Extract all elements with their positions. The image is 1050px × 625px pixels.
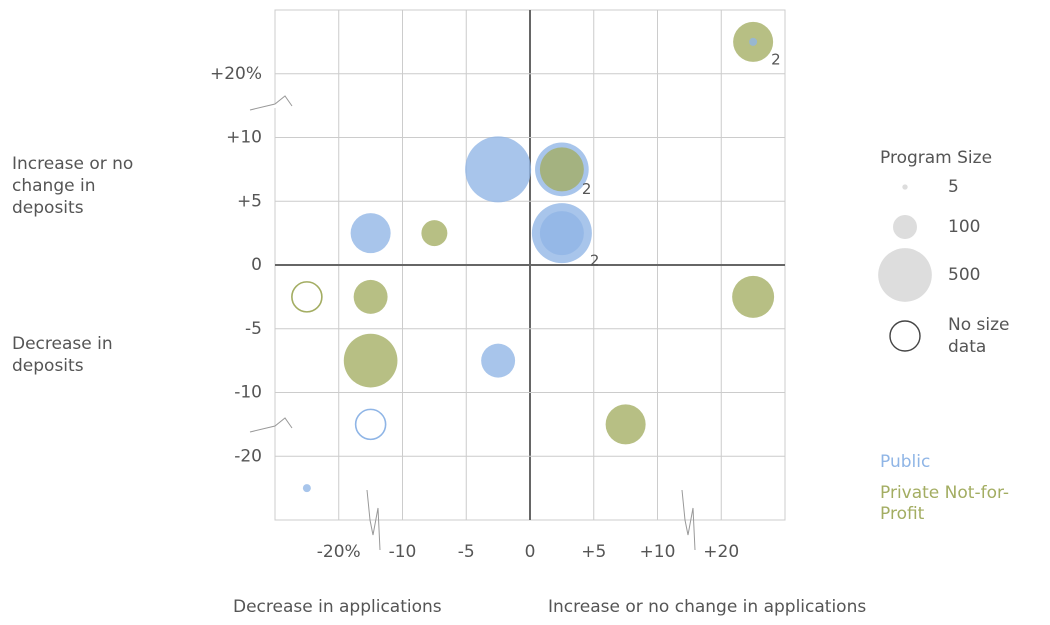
size-legend-mark [893, 215, 917, 239]
size-legend-mark [902, 184, 908, 190]
x-axis-label: Increase or no change in applications [548, 597, 867, 617]
y-tick-label: +5 [237, 191, 262, 211]
x-tick-label: 0 [525, 542, 536, 562]
y-tick-label: +10 [226, 128, 262, 148]
size-legend-mark [889, 320, 921, 352]
bubble [465, 136, 532, 203]
y-tick-label: 0 [251, 255, 262, 275]
size-legend-label: 100 [948, 217, 980, 237]
bubble [732, 275, 775, 318]
legend-entry: Public [880, 452, 931, 472]
legend-entry: Private Not-for-Profit [880, 483, 1010, 524]
x-tick-label: +5 [581, 542, 606, 562]
size-legend-title: Program Size [880, 148, 993, 168]
bubble [353, 279, 388, 314]
x-tick-label: -10 [389, 542, 417, 562]
x-axis-label: Decrease in applications [233, 597, 442, 617]
axis-breaks [249, 95, 696, 551]
x-tick-label: -20% [317, 542, 361, 562]
y-axis-label: Increase or no change in deposits [12, 154, 134, 218]
y-tick-label: -20 [234, 446, 262, 466]
y-tick-label: -5 [245, 319, 262, 339]
bubble [350, 213, 391, 254]
bubble [354, 408, 387, 441]
size-legend-label: 500 [948, 265, 980, 285]
x-tick-label: +10 [640, 542, 676, 562]
bubble [605, 404, 646, 445]
y-axis-label: Decrease in deposits [12, 334, 113, 376]
size-legend-label: No size data [948, 315, 1010, 357]
size-legend-label: 5 [948, 177, 959, 197]
bubble [291, 281, 323, 313]
y-tick-label: +20% [210, 64, 262, 84]
y-tick-label: -10 [234, 383, 262, 403]
bubble [749, 37, 758, 46]
x-tick-label: +20 [703, 542, 739, 562]
point-label: 2 [590, 252, 600, 270]
bubble [302, 484, 311, 493]
bubble [481, 343, 516, 378]
bubble [343, 333, 398, 388]
bubble [421, 220, 448, 247]
marks: 2 2 2 [291, 21, 781, 493]
point-label: 2 [771, 50, 781, 68]
grid: -20% -10 -5 0 +5 +10 +20 +20% +10 +5 0 -5 -10 -20 [210, 9, 786, 562]
bubble [539, 147, 584, 192]
point-label: 2 [582, 180, 592, 198]
x-tick-label: -5 [458, 542, 475, 562]
size-legend-mark [878, 248, 932, 302]
bubble [539, 211, 584, 256]
